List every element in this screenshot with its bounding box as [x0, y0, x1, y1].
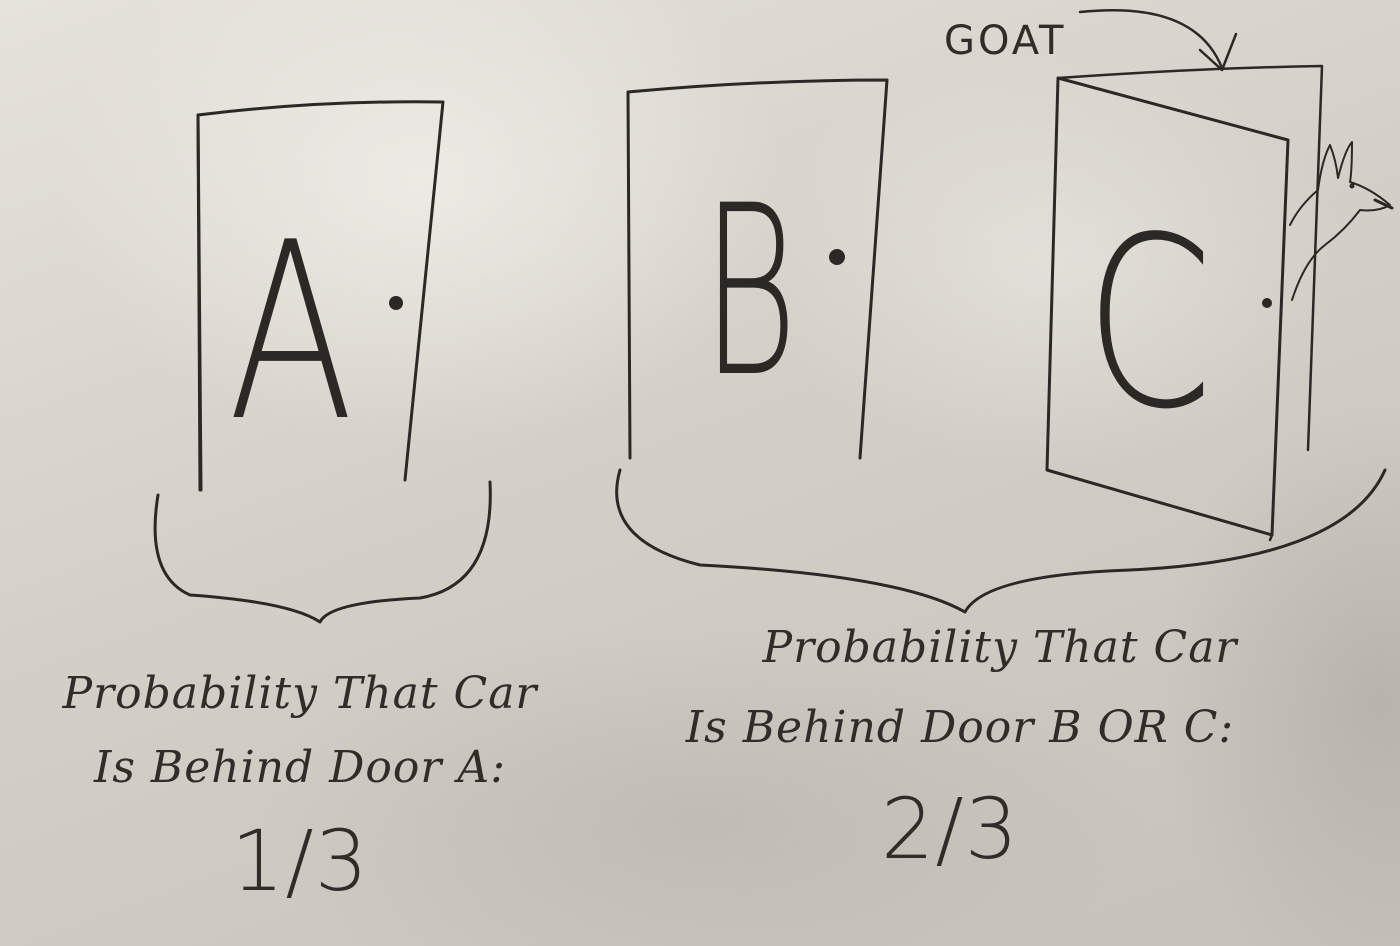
door-b-knob [829, 249, 845, 265]
door-c-knob [1262, 298, 1272, 308]
goat-arrow [1078, 8, 1238, 72]
goat-sketch [1289, 141, 1394, 301]
door-b [626, 78, 889, 460]
door-a-knob [389, 296, 403, 310]
door-c [1045, 64, 1324, 542]
door-a [196, 100, 445, 492]
group-a-line1: Probability That Car [62, 668, 538, 719]
brace-a [153, 480, 492, 624]
group-bc-line1: Probability That Car [762, 622, 1238, 673]
brace-bc [615, 468, 1387, 614]
door-c-label: C [1085, 181, 1213, 466]
group-bc-probability: 2/3 [880, 780, 1020, 878]
goat-label: GOAT [944, 18, 1067, 64]
door-b-label: B [702, 156, 798, 429]
door-a-label: A [228, 190, 354, 475]
group-a-line2: Is Behind Door A: [93, 742, 507, 793]
group-bc-line2: Is Behind Door B OR C: [685, 702, 1235, 753]
group-a-probability: 1/3 [230, 812, 370, 910]
